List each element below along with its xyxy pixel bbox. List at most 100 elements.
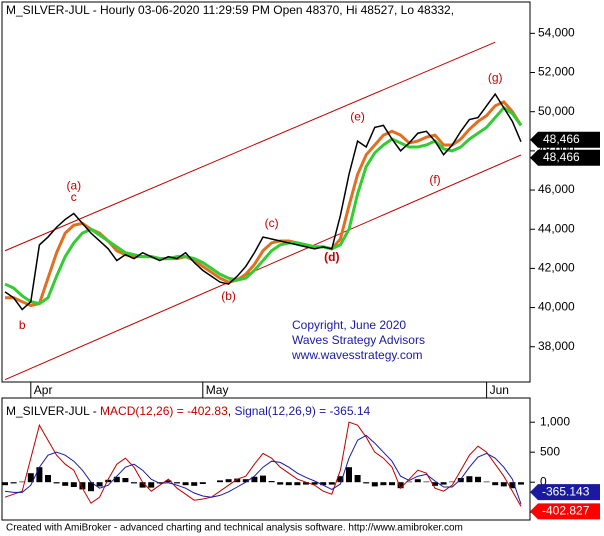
histogram-bar: [277, 482, 284, 485]
histogram-bar: [199, 482, 206, 484]
macd-title-part: M_SILVER-JUL -: [6, 404, 100, 418]
histogram-bar: [328, 482, 335, 485]
histogram-bar: [363, 482, 370, 484]
histogram-bar: [2, 482, 8, 486]
y-tick-label: 42,000: [538, 261, 575, 275]
wave-label: b: [19, 318, 26, 332]
histogram-bar: [242, 479, 249, 483]
value-badge-label: -402.827: [542, 504, 590, 518]
y-tick-label: 38,000: [538, 339, 575, 353]
histogram-bar: [131, 482, 137, 484]
histogram-bar: [139, 482, 146, 488]
histogram-bar: [182, 482, 189, 486]
y-tick-label: 50,000: [538, 104, 575, 118]
price-badge: [530, 131, 600, 148]
histogram-bar: [27, 473, 34, 483]
histogram-bar: [62, 482, 69, 486]
chart-title: M_SILVER-JUL - Hourly 03-06-2020 11:29:5…: [6, 3, 454, 17]
x-tick-label: Jun: [490, 383, 509, 397]
histogram-bar: [45, 475, 51, 483]
x-tick-label: May: [206, 383, 229, 397]
histogram-bar: [311, 482, 318, 485]
price-badge-label: 48,466: [543, 132, 580, 146]
x-tick-label: Apr: [34, 383, 53, 397]
wave-label: c: [71, 190, 77, 204]
histogram-bar: [88, 482, 94, 492]
histogram-bar: [475, 476, 481, 483]
price-badge: [530, 149, 600, 166]
y-tick-label: 46,000: [538, 182, 575, 196]
histogram-bar: [156, 482, 163, 484]
histogram-bar: [346, 467, 352, 483]
footer: Created with AmiBroker - advanced charti…: [6, 523, 463, 534]
histogram-bar: [406, 481, 413, 483]
y-tick-label: 54,000: [538, 26, 575, 40]
histogram-bar: [122, 478, 129, 483]
histogram-bar: [285, 482, 292, 486]
histogram-bar: [70, 482, 77, 487]
value-badge: [530, 503, 600, 520]
histogram-bar: [457, 478, 464, 483]
wave-label: (e): [350, 109, 365, 123]
macd-title-part: ,: [228, 404, 235, 418]
histogram-bar: [466, 476, 473, 483]
macd-pane: [1, 397, 531, 521]
copyright: Copyright, June 2020: [292, 318, 406, 332]
macd-title-part: MACD(12,26) = -402.83: [100, 404, 228, 418]
histogram-bar: [380, 482, 387, 486]
histogram-bar: [320, 482, 327, 486]
histogram-bar: [423, 481, 430, 483]
histogram-bar: [432, 482, 438, 486]
histogram-bar: [251, 476, 258, 483]
price-badge-label: 48,466: [543, 150, 580, 164]
histogram-bar: [36, 467, 43, 483]
histogram-bar: [509, 482, 516, 489]
histogram-bar: [389, 482, 395, 486]
histogram-bar: [234, 478, 241, 483]
wave-label: (c): [265, 216, 279, 230]
histogram-bar: [10, 482, 17, 484]
histogram-bar: [191, 482, 198, 486]
wave-label: (f): [429, 172, 440, 186]
histogram-bar: [53, 482, 60, 484]
histogram-bar: [337, 476, 344, 483]
y-tick-label: 0: [540, 474, 547, 488]
y-tick-label: 500: [540, 444, 560, 458]
price-line: [5, 100, 523, 308]
histogram-bar: [414, 479, 421, 483]
value-badge: [530, 484, 600, 501]
channel-line: [4, 41, 496, 252]
macd-title: M_SILVER-JUL - MACD(12,26) = -402.83, Si…: [6, 404, 371, 418]
histogram-bar: [165, 480, 172, 483]
price-line: [4, 105, 523, 306]
histogram-bar: [217, 480, 223, 483]
histogram-bar: [174, 482, 180, 484]
histogram-bar: [371, 482, 378, 487]
macd-line: [4, 434, 522, 505]
copyright: Waves Strategy Advisors: [292, 333, 425, 347]
wave-label: (g): [488, 71, 503, 85]
histogram-bar: [260, 475, 266, 483]
histogram-bar: [96, 482, 103, 487]
price-line: [4, 92, 522, 311]
histogram-bar: [19, 481, 26, 483]
y-tick-label: 1,000: [540, 414, 570, 428]
histogram-bar: [225, 479, 232, 483]
wave-label: (a): [66, 178, 81, 192]
channel-line: [4, 154, 522, 381]
histogram-bar: [397, 482, 404, 489]
wave-label: (b): [221, 289, 236, 303]
y-tick-label: 40,000: [538, 300, 575, 314]
copyright: www.wavesstrategy.com: [291, 348, 422, 362]
y-tick-label: 44,000: [538, 221, 575, 235]
histogram-bar: [79, 482, 86, 490]
histogram-bar: [492, 482, 499, 486]
histogram-bar: [449, 481, 456, 483]
value-badge-label: -365.143: [542, 484, 590, 498]
histogram-bar: [500, 482, 507, 487]
wave-label: (d): [324, 250, 339, 264]
histogram-bar: [483, 481, 490, 483]
histogram-bar: [105, 479, 112, 483]
histogram-bar: [303, 482, 309, 485]
